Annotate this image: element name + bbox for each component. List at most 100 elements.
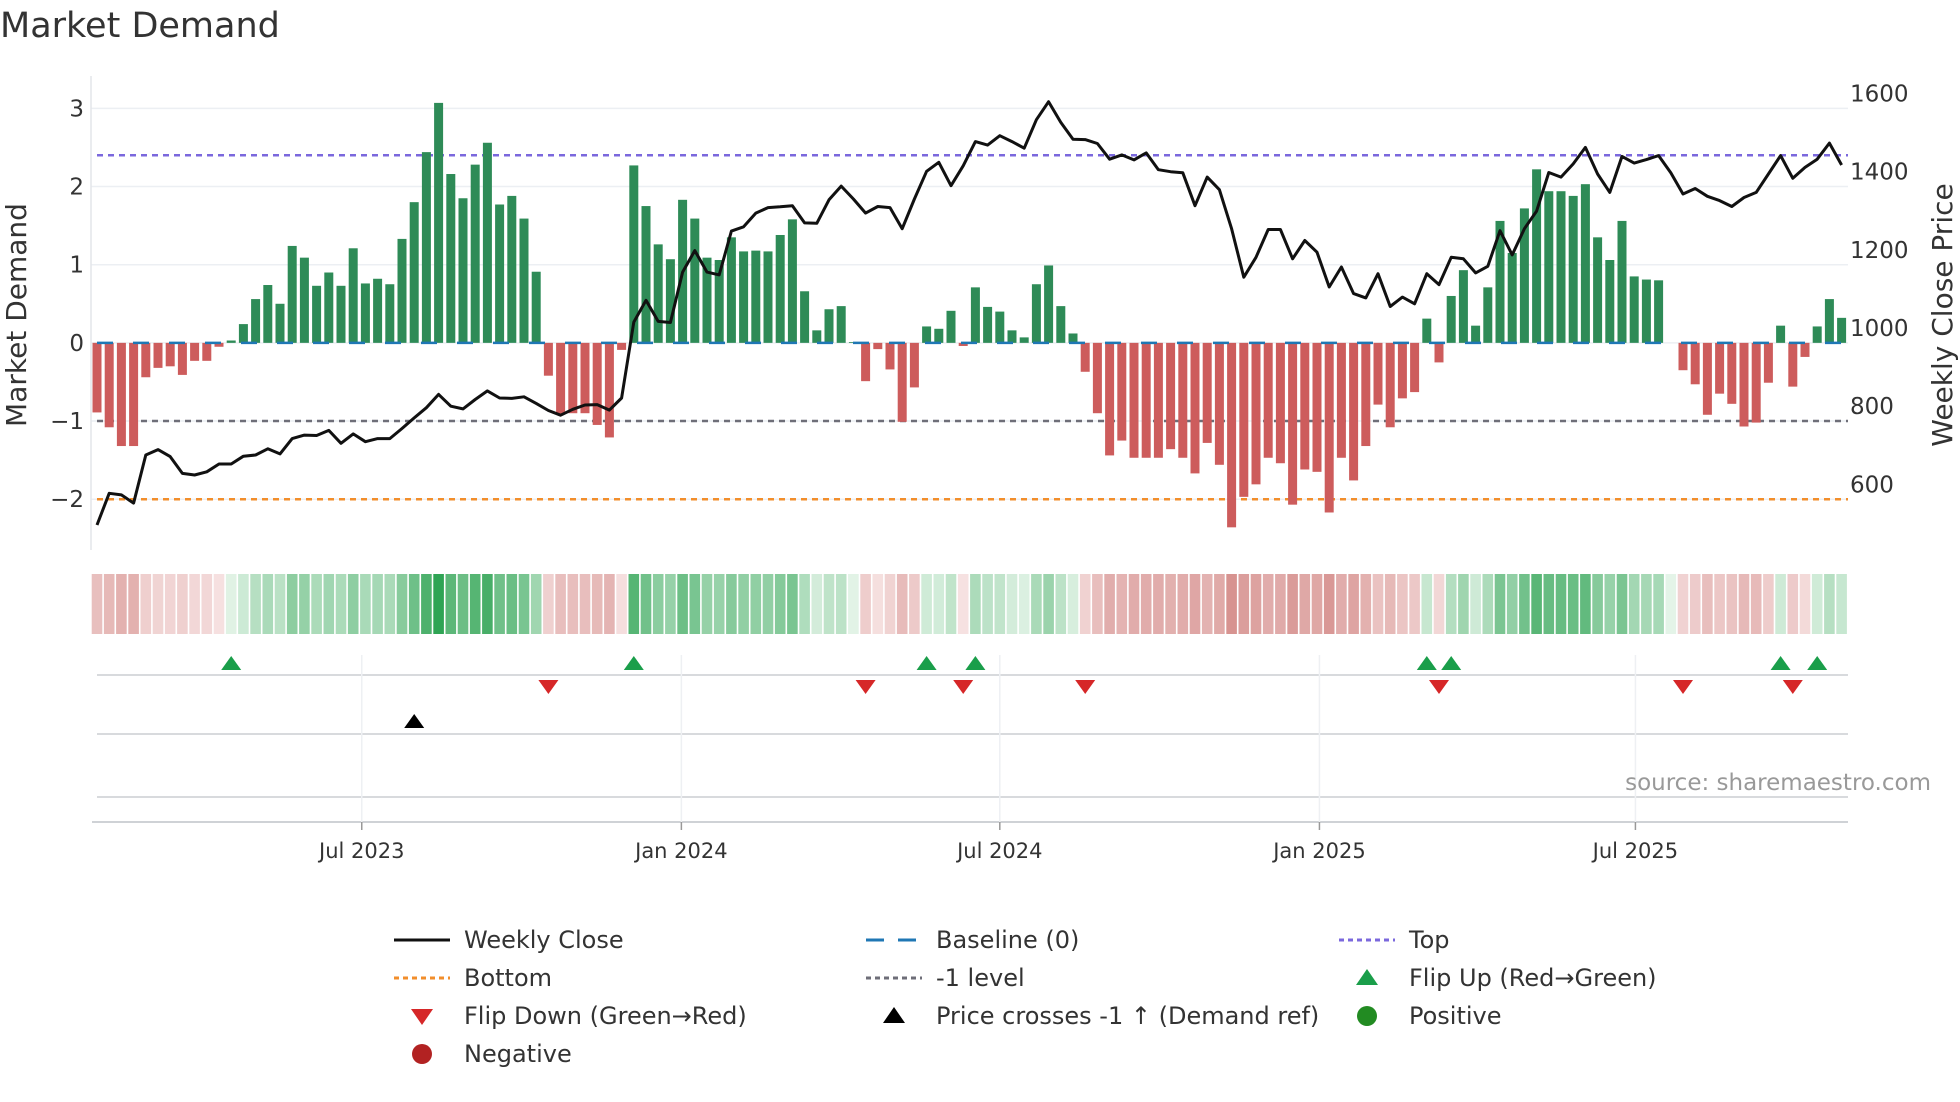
heatmap-cell [750,574,762,634]
demand-bar [1068,333,1078,343]
heatmap-cell [1567,574,1579,634]
y-tick-label: −1 [50,409,84,435]
x-tick-label: Jul 2024 [955,839,1042,863]
demand-bar [1141,342,1151,458]
heatmap-cell [1641,574,1652,634]
heatmap-cell [1348,574,1359,634]
demand-bar [1532,169,1542,343]
demand-bar [641,206,651,343]
heatmap-cell [530,574,542,634]
demand-bar [409,202,419,343]
heatmap-cell [1128,574,1140,634]
heatmap-cell [1018,574,1030,634]
heatmap-cell [1104,574,1115,634]
heatmap-cell [1043,574,1054,634]
demand-bar [885,342,895,370]
heatmap-cell [1787,574,1799,634]
flip-down-marker [1075,680,1096,694]
heatmap-cell [396,574,408,634]
demand-bar [568,342,578,414]
demand-bar [214,342,224,347]
heatmap-cell [384,574,396,634]
demand-bar [958,342,968,346]
demand-bar [787,219,797,343]
demand-bar [873,342,883,350]
demand-bar [983,306,993,343]
heatmap-cell [982,574,993,634]
demand-bar [507,195,517,343]
heatmap-cell [1714,574,1725,634]
heatmap-cell [518,574,530,634]
heatmap-cell [762,574,774,634]
demand-bar [1117,342,1127,441]
demand-bar [836,306,846,343]
weekly-close-line [95,100,1843,526]
demand-bar [1129,342,1139,458]
demand-bar [336,285,346,343]
heatmap-cell [1275,574,1286,634]
x-tick-label: Jan 2024 [633,839,728,863]
demand-bar [312,285,322,343]
demand-bar [519,218,529,343]
demand-bar [1336,342,1346,458]
flip-down-marker [1782,680,1803,694]
source-note: source: sharemaestro.com [1625,770,1931,796]
demand-bar [934,328,944,343]
heatmap-cell [1628,574,1640,634]
demand-bar [263,285,273,343]
demand-bar [373,278,383,343]
heatmap-cell [1702,574,1713,634]
heatmap-cell [994,574,1006,634]
heatmap-cell [1763,574,1774,634]
demand-bar [714,260,724,343]
demand-bar [1153,342,1163,458]
demand-bar [1617,220,1627,343]
demand-bar [1056,306,1066,343]
demand-bar [812,330,822,343]
flip-up-marker [221,656,242,670]
demand-bar [531,271,541,343]
demand-bar [1397,342,1407,399]
demand-bar [141,342,151,378]
demand-bar [1239,342,1249,497]
heatmap-cell [335,574,347,634]
demand-bar [909,342,919,388]
heatmap-cell [1531,574,1542,634]
y-axis-label: Market Demand [0,203,33,427]
demand-bar [739,251,749,343]
heatmap-cell [1372,574,1384,634]
heatmap-cell [1262,574,1274,634]
heatmap-cell [1665,574,1677,634]
heatmap-cell [1750,574,1762,634]
heatmap-cell [347,574,359,634]
y-tick-label: −2 [50,487,84,513]
heatmap-cell [116,574,127,634]
heatmap-cell [1811,574,1823,634]
demand-bar [1788,342,1798,387]
heatmap-cell [1616,574,1628,634]
demand-bar [153,342,163,368]
y2-tick-label: 1000 [1850,316,1909,342]
heatmap-cell [823,574,835,634]
demand-bar [165,342,175,367]
demand-bar [653,244,663,343]
heatmap-cell [1287,574,1298,634]
heatmap-cell [1592,574,1603,634]
demand-bar [1763,342,1773,383]
heatmap-cell [433,574,444,634]
heatmap-cell [1775,574,1786,634]
heatmap-cell [933,574,945,634]
y2-tick-label: 800 [1850,394,1894,420]
demand-bar [1446,295,1456,343]
heatmap-cell [1836,574,1847,634]
demand-bar [116,342,126,447]
flip-down-marker [538,680,559,694]
demand-bar [897,342,907,422]
heatmap-cell [726,574,737,634]
heatmap-cell [1360,574,1372,634]
heatmap-cell [1604,574,1616,634]
heatmap-cell [250,574,261,634]
demand-bar [446,174,456,343]
heatmap-cell [323,574,335,634]
heatmap-cell [482,574,493,634]
